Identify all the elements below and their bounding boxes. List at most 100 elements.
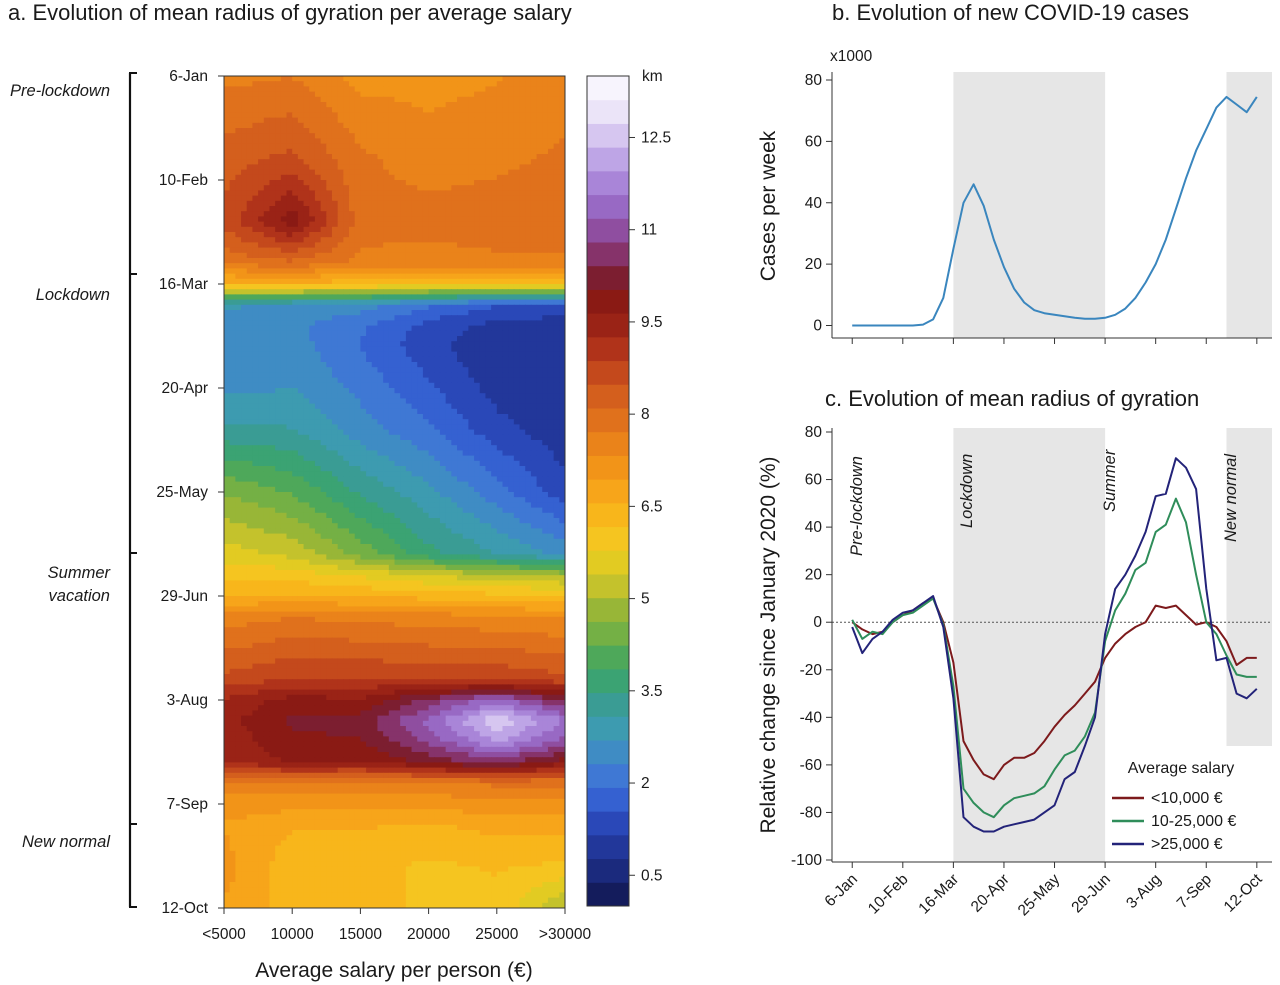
heatmap-cell [280,81,288,87]
heatmap-cell [496,195,504,202]
heatmap-cell [462,429,469,436]
heatmap-cell [468,445,475,451]
heatmap-cell [434,112,441,119]
heatmap-cell [457,143,464,150]
heatmap-cell [326,247,333,254]
heatmap-cell [292,273,299,280]
heatmap-cell [468,86,475,93]
heatmap-cell [502,226,509,233]
heatmap-cell [496,164,504,171]
heatmap-cell [451,434,458,441]
heatmap-cell [241,273,248,280]
heatmap-cell [343,393,350,399]
heatmap-cell [405,112,413,119]
heatmap-cell [349,278,356,285]
heatmap-cell [496,372,504,379]
heatmap-cell [366,107,373,113]
heatmap-cell [314,304,322,311]
heatmap-cell [417,466,424,472]
heatmap-cell [411,174,418,181]
heatmap-cell [559,372,565,379]
heatmap-cell [530,169,538,176]
heatmap-cell [451,460,458,467]
heatmap-cell [235,471,242,477]
heatmap-cell [502,190,509,197]
heatmap-cell [417,424,424,431]
heatmap-cell [229,138,236,145]
heatmap-cell [252,481,259,488]
heatmap-cell [428,398,435,405]
heatmap-cell [383,226,390,233]
heatmap-cell [479,284,487,290]
heatmap-cell [309,117,316,124]
heatmap-cell [434,325,441,332]
heatmap-cell [457,403,464,410]
heatmap-cell [542,403,549,410]
heatmap-cell [439,351,447,358]
heatmap-cell [337,128,344,134]
heatmap-cell [502,242,509,249]
heatmap-cell [422,164,430,171]
heatmap-cell [468,330,475,337]
heatmap-cell [439,346,447,353]
heatmap-cell [422,268,430,275]
heatmap-cell [405,128,413,134]
heatmap-cell [360,284,367,290]
heatmap-cell [235,169,242,176]
heatmap-cell [343,356,350,363]
heatmap-cell [309,232,316,238]
heatmap-cell [559,252,565,259]
heatmap-cell [246,164,254,171]
heatmap-cell [547,211,555,217]
heatmap-cell [303,195,310,202]
heatmap-cell [513,195,521,202]
heatmap-cell [485,289,492,295]
heatmap-cell [559,466,565,472]
heatmap-cell [314,330,322,337]
heatmap-cell [513,304,521,311]
heatmap-cell [286,450,293,457]
heatmap-cell [280,294,288,301]
heatmap-cell [383,486,390,493]
heatmap-cell [400,174,407,181]
heatmap-cell [354,278,361,285]
heatmap-cell [309,320,316,327]
heatmap-cell [246,304,254,311]
heatmap-cell [474,382,481,389]
heatmap-cell [394,393,401,399]
heatmap-cell [513,258,521,264]
heatmap-cell [553,289,560,295]
heatmap-cell [553,180,560,186]
heatmap-cell [309,180,316,186]
heatmap-cell [280,284,288,290]
heatmap-cell [479,159,487,165]
heatmap-cell [246,117,254,124]
heatmap-cell [303,164,310,171]
heatmap-cell [320,159,327,165]
heatmap-cell [360,107,367,113]
heatmap-cell [224,81,231,87]
heatmap-cell [536,226,543,233]
heatmap-cell [388,471,396,477]
heatmap-cell [337,242,344,249]
heatmap-cell [536,294,543,301]
heatmap-cell [314,450,322,457]
heatmap-cell [320,169,327,176]
heatmap-cell [263,278,271,285]
heatmap-cell [252,91,259,98]
heatmap-cell [462,263,469,269]
heatmap-cell [280,169,288,176]
heatmap-cell [513,211,521,217]
heatmap-cell [525,86,532,93]
heatmap-cell [360,185,367,191]
heatmap-cell [468,258,475,264]
heatmap-cell [343,122,350,129]
heatmap-cell [309,112,316,119]
heatmap-cell [349,445,356,451]
heatmap-cell [269,252,276,259]
heatmap-cell [542,258,549,264]
heatmap-cell [479,403,487,410]
heatmap-cell [349,388,356,394]
heatmap-cell [513,351,521,358]
heatmap-cell [434,237,441,243]
